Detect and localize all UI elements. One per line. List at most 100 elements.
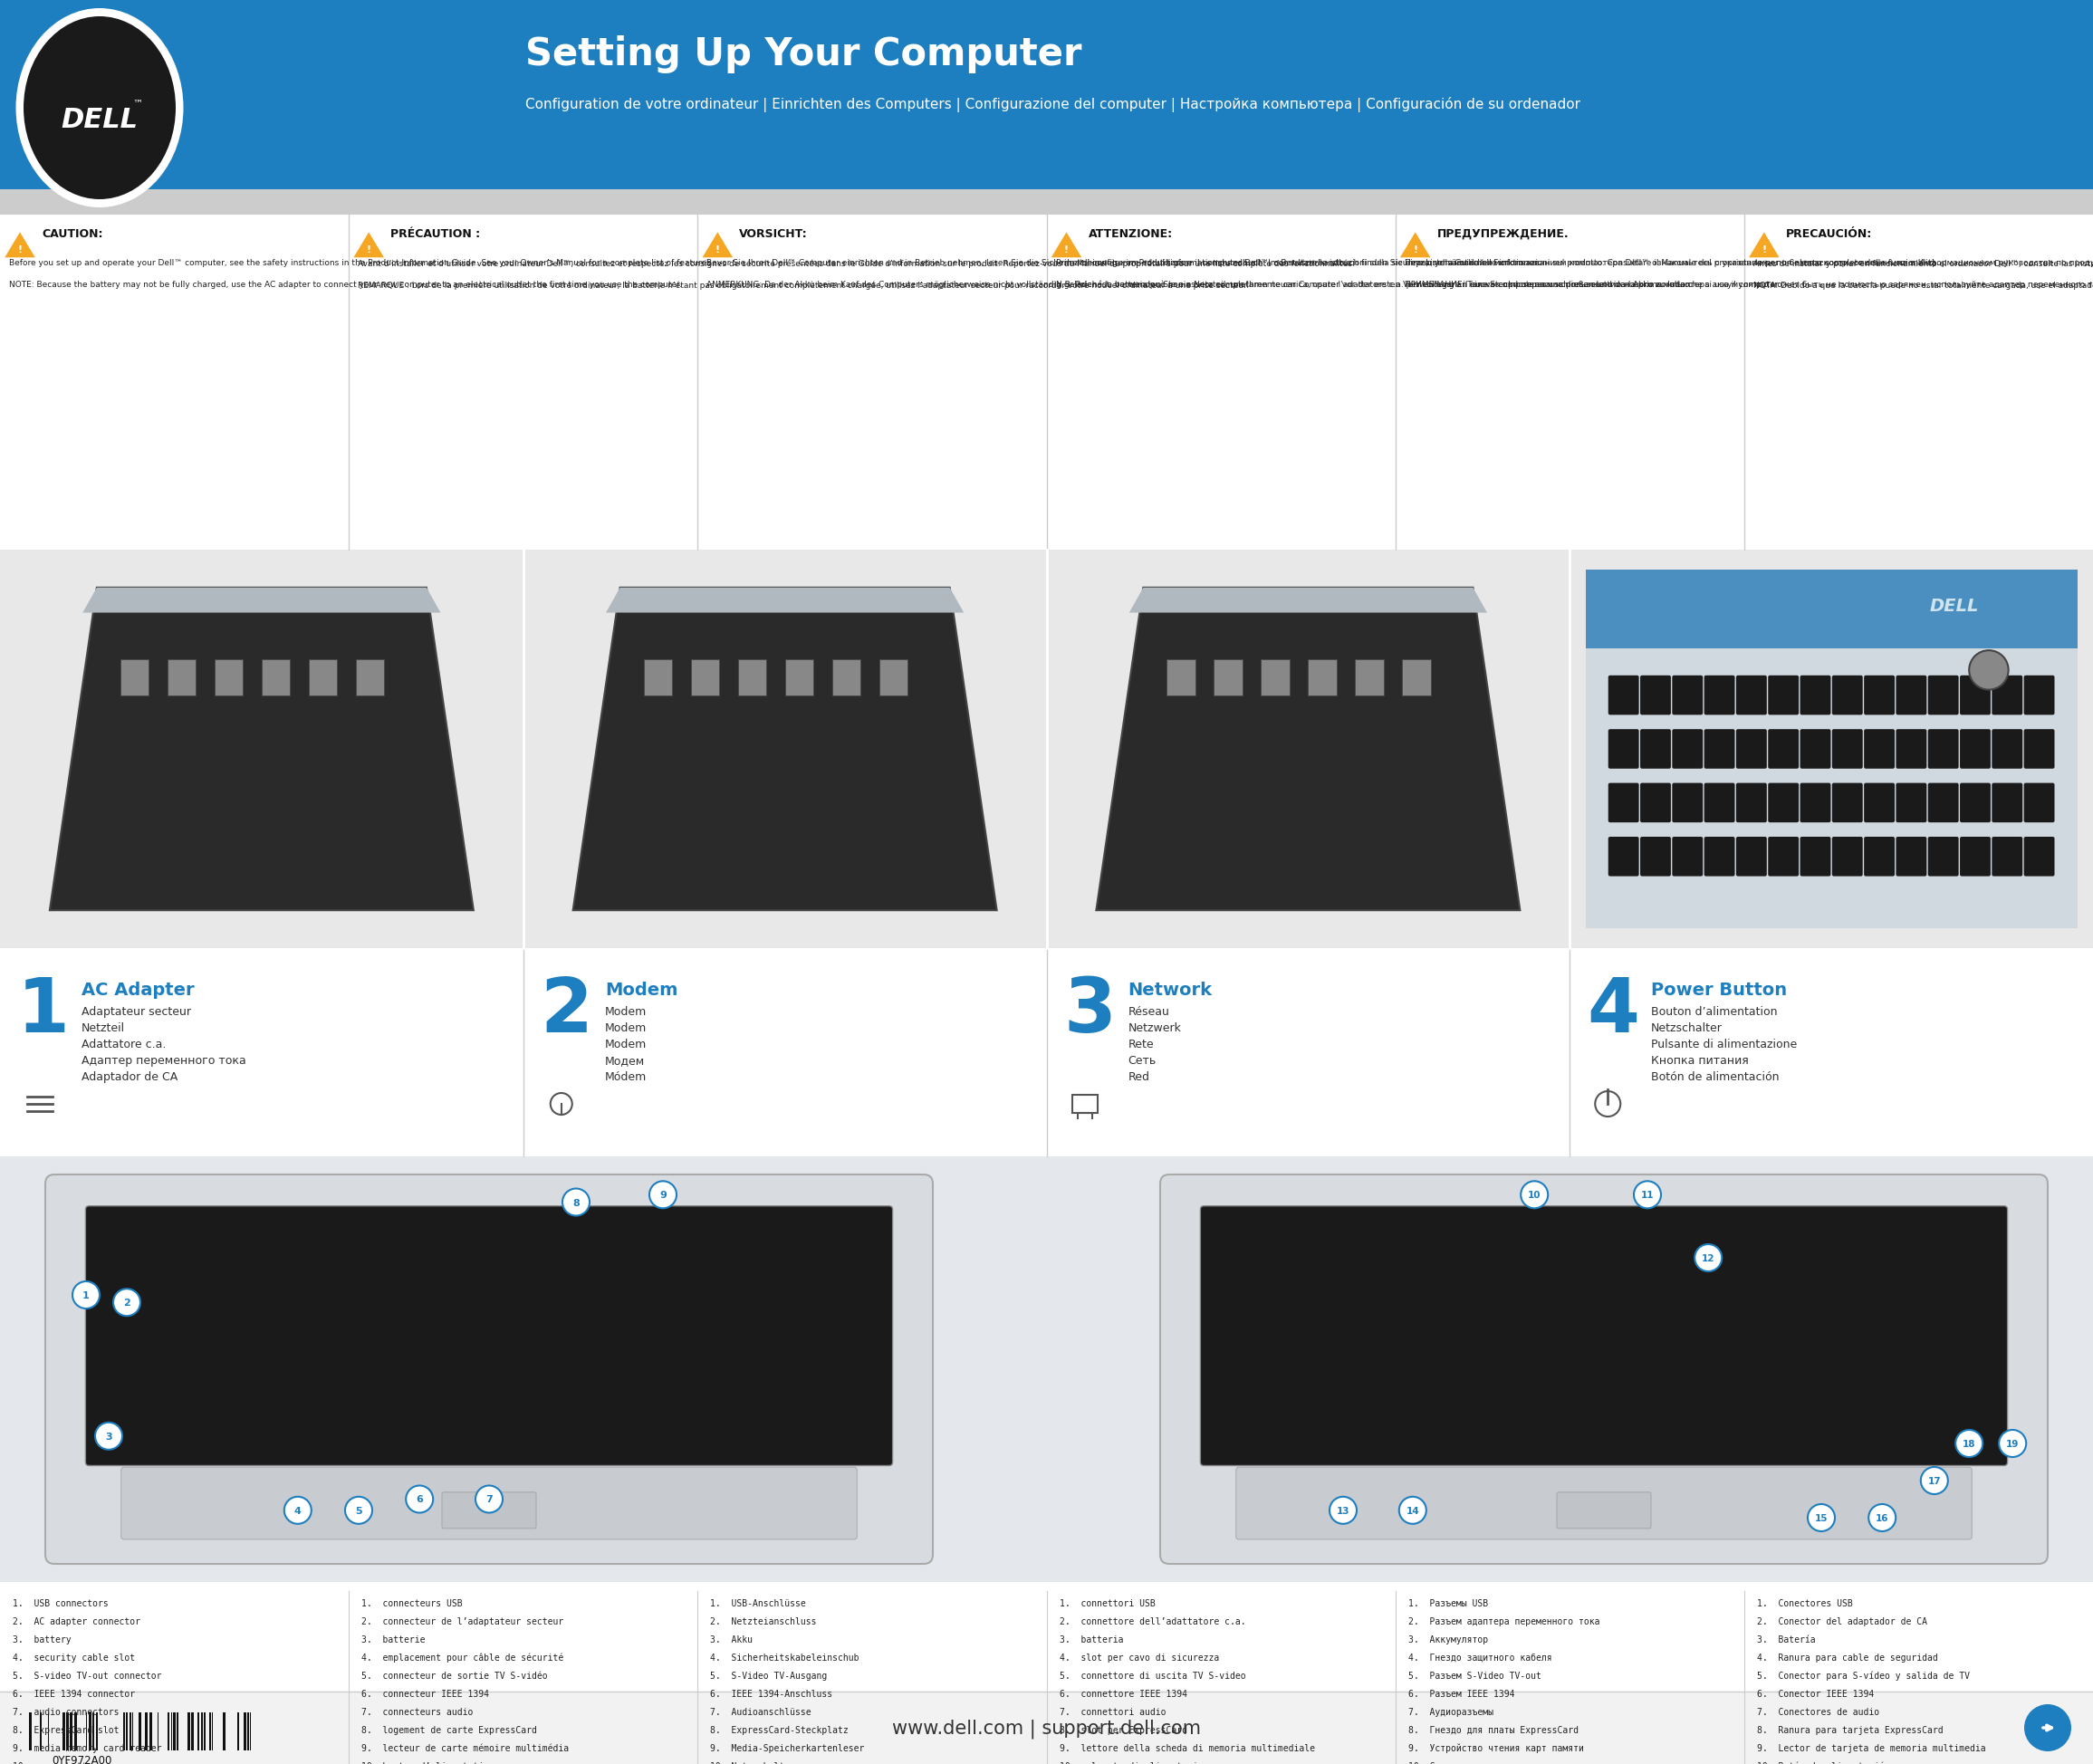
Text: !: ! (1413, 245, 1417, 254)
FancyBboxPatch shape (1800, 783, 1831, 822)
FancyBboxPatch shape (190, 1713, 195, 1750)
Text: ATTENZIONE:: ATTENZIONE: (1088, 228, 1172, 240)
Text: 2.  connettore dell’adattatore c.a.: 2. connettore dell’adattatore c.a. (1059, 1616, 1245, 1625)
FancyBboxPatch shape (1607, 783, 1639, 822)
FancyBboxPatch shape (63, 1713, 65, 1750)
Circle shape (475, 1485, 502, 1514)
FancyBboxPatch shape (2024, 730, 2055, 769)
Polygon shape (167, 660, 195, 695)
FancyBboxPatch shape (1928, 783, 1959, 822)
Text: 17: 17 (1928, 1476, 1940, 1485)
Text: Power Button: Power Button (1651, 981, 1787, 998)
Text: 10. bouton d’alimentation: 10. bouton d’alimentation (362, 1760, 494, 1764)
FancyBboxPatch shape (1993, 838, 2022, 877)
FancyBboxPatch shape (1735, 838, 1766, 877)
Text: 8.  Ranura para tarjeta ExpressCard: 8. Ranura para tarjeta ExpressCard (1756, 1725, 1942, 1734)
FancyBboxPatch shape (1959, 838, 1990, 877)
Text: www.dell.com | support.dell.com: www.dell.com | support.dell.com (892, 1718, 1201, 1738)
FancyBboxPatch shape (1959, 783, 1990, 822)
FancyBboxPatch shape (1800, 676, 1831, 716)
Text: Prima di configurare ed utilizzare il computer Dell™, consultare le istruzioni s: Prima di configurare ed utilizzare il co… (1055, 259, 1938, 289)
FancyBboxPatch shape (1672, 730, 1704, 769)
FancyBboxPatch shape (1704, 838, 1735, 877)
FancyBboxPatch shape (67, 1713, 69, 1750)
Circle shape (1635, 1182, 1662, 1208)
Polygon shape (739, 660, 766, 695)
FancyBboxPatch shape (1607, 838, 1639, 877)
FancyBboxPatch shape (243, 1713, 247, 1750)
Polygon shape (310, 660, 337, 695)
Text: 2.  connecteur de l’adaptateur secteur: 2. connecteur de l’adaptateur secteur (362, 1616, 563, 1625)
Text: 14: 14 (1406, 1506, 1419, 1515)
Text: Configuration de votre ordinateur | Einrichten des Computers | Configurazione de: Configuration de votre ordinateur | Einr… (525, 97, 1580, 111)
Text: 2.  Разъем адаптера переменного тока: 2. Разъем адаптера переменного тока (1409, 1616, 1599, 1625)
Text: 1.  USB-Anschlüsse: 1. USB-Anschlüsse (710, 1598, 806, 1607)
FancyBboxPatch shape (1735, 783, 1766, 822)
Text: !: ! (716, 245, 720, 254)
Text: !: ! (1063, 245, 1070, 254)
Polygon shape (1051, 231, 1082, 259)
Polygon shape (352, 231, 385, 259)
Polygon shape (1214, 660, 1243, 695)
Text: 6: 6 (417, 1494, 423, 1503)
Text: 4.  Гнездо защитного кабеля: 4. Гнездо защитного кабеля (1409, 1653, 1551, 1662)
FancyBboxPatch shape (1735, 676, 1766, 716)
FancyBboxPatch shape (0, 949, 2093, 1157)
FancyBboxPatch shape (1641, 838, 1670, 877)
Text: AC Adapter: AC Adapter (82, 981, 195, 998)
Polygon shape (262, 660, 289, 695)
FancyBboxPatch shape (1800, 838, 1831, 877)
Circle shape (563, 1189, 590, 1215)
FancyBboxPatch shape (1641, 676, 1670, 716)
Polygon shape (785, 660, 812, 695)
FancyBboxPatch shape (0, 1157, 2093, 1582)
Polygon shape (691, 660, 720, 695)
Text: 0YF972A00: 0YF972A00 (52, 1753, 111, 1764)
Polygon shape (645, 660, 672, 695)
Polygon shape (1308, 660, 1337, 695)
FancyBboxPatch shape (88, 1713, 92, 1750)
Circle shape (345, 1498, 373, 1524)
FancyBboxPatch shape (1928, 730, 1959, 769)
FancyBboxPatch shape (1237, 1468, 1972, 1540)
Text: !: ! (17, 245, 23, 254)
Polygon shape (607, 587, 963, 614)
FancyBboxPatch shape (1769, 676, 1798, 716)
Text: 7.  connecteurs audio: 7. connecteurs audio (362, 1708, 473, 1716)
Circle shape (1398, 1498, 1425, 1524)
Text: 5.  Разъем S-Video TV-out: 5. Разъем S-Video TV-out (1409, 1671, 1540, 1679)
Text: 9.  media memory card reader: 9. media memory card reader (13, 1743, 161, 1752)
Text: 8.  slot per ExpressCard: 8. slot per ExpressCard (1059, 1725, 1187, 1734)
Text: 4.  Ranura para cable de seguridad: 4. Ranura para cable de seguridad (1756, 1653, 1938, 1662)
Polygon shape (1748, 231, 1781, 259)
Circle shape (1329, 1498, 1356, 1524)
Circle shape (1869, 1505, 1896, 1531)
Text: 5.  Conector para S-vídeo y salida de TV: 5. Conector para S-vídeo y salida de TV (1756, 1671, 1970, 1681)
FancyBboxPatch shape (1607, 730, 1639, 769)
Circle shape (73, 1282, 100, 1309)
FancyBboxPatch shape (1928, 838, 1959, 877)
Text: ПРЕДУПРЕЖДЕНИЕ.: ПРЕДУПРЕЖДЕНИЕ. (1438, 228, 1570, 240)
Circle shape (1808, 1505, 1836, 1531)
Text: 8: 8 (573, 1198, 580, 1207)
Text: Modem
Modem
Modem
Модем
Módem: Modem Modem Modem Модем Módem (605, 1005, 647, 1083)
Text: 13: 13 (1337, 1506, 1350, 1515)
Polygon shape (1260, 660, 1289, 695)
Polygon shape (1356, 660, 1383, 695)
FancyBboxPatch shape (1672, 676, 1704, 716)
Text: 3.  Akku: 3. Akku (710, 1635, 753, 1644)
FancyBboxPatch shape (1831, 676, 1863, 716)
Text: 2.  Netzteianschluss: 2. Netzteianschluss (710, 1616, 816, 1625)
Text: Bouton d’alimentation
Netzschalter
Pulsante di alimentazione
Кнопка питания
Botó: Bouton d’alimentation Netzschalter Pulsa… (1651, 1005, 1798, 1083)
Polygon shape (4, 231, 36, 259)
Text: PRÉCAUTION :: PRÉCAUTION : (391, 228, 479, 240)
Text: 3.  Аккумулятор: 3. Аккумулятор (1409, 1635, 1488, 1644)
Text: 1.  connecteurs USB: 1. connecteurs USB (362, 1598, 463, 1607)
Circle shape (285, 1498, 312, 1524)
Text: 6.  IEEE 1394 connector: 6. IEEE 1394 connector (13, 1688, 136, 1699)
Text: 5.  connettore di uscita TV S-video: 5. connettore di uscita TV S-video (1059, 1671, 1245, 1679)
Circle shape (1921, 1468, 1949, 1494)
Text: 7.  connettori audio: 7. connettori audio (1059, 1708, 1166, 1716)
FancyBboxPatch shape (0, 1692, 2093, 1764)
Text: 5.  S-Video TV-Ausgang: 5. S-Video TV-Ausgang (710, 1671, 827, 1679)
